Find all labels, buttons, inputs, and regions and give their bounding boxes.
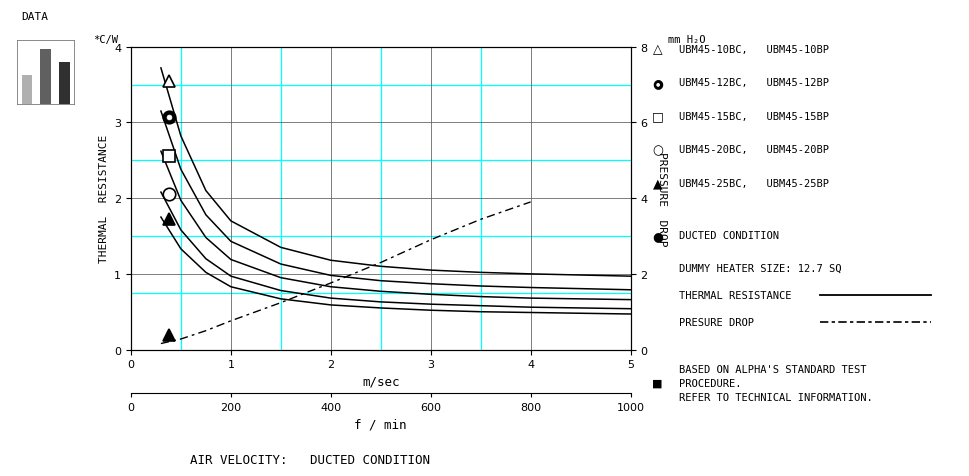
Text: DUMMY HEATER SIZE: 12.7 SQ: DUMMY HEATER SIZE: 12.7 SQ	[678, 263, 841, 273]
Text: AIR VELOCITY:   DUCTED CONDITION: AIR VELOCITY: DUCTED CONDITION	[190, 454, 430, 466]
Text: UBM45-25BC,   UBM45-25BP: UBM45-25BC, UBM45-25BP	[678, 178, 828, 188]
Text: ●: ●	[651, 77, 663, 90]
Y-axis label: THERMAL  RESISTANCE: THERMAL RESISTANCE	[99, 135, 109, 263]
Bar	[59, 63, 70, 105]
X-axis label: f / min: f / min	[354, 417, 407, 430]
Bar	[41, 50, 50, 105]
Text: △: △	[652, 43, 662, 57]
Text: UBM45-10BC,   UBM45-10BP: UBM45-10BC, UBM45-10BP	[678, 45, 828, 55]
Text: ●: ●	[655, 81, 659, 86]
Text: ▲: ▲	[652, 177, 662, 190]
Text: UBM45-15BC,   UBM45-15BP: UBM45-15BC, UBM45-15BP	[678, 112, 828, 121]
Text: UBM45-20BC,   UBM45-20BP: UBM45-20BC, UBM45-20BP	[678, 145, 828, 155]
Text: mm H₂O: mm H₂O	[668, 35, 704, 45]
Text: UBM45-12BC,   UBM45-12BP: UBM45-12BC, UBM45-12BP	[678, 79, 828, 88]
Text: DUCTED CONDITION: DUCTED CONDITION	[678, 231, 778, 240]
Text: THERMAL RESISTANCE: THERMAL RESISTANCE	[678, 290, 791, 300]
X-axis label: m/sec: m/sec	[361, 375, 399, 388]
Text: *C/W: *C/W	[93, 35, 118, 45]
Text: ■: ■	[652, 378, 662, 388]
Text: ●: ●	[651, 229, 663, 242]
Text: DATA: DATA	[21, 12, 48, 22]
Text: BASED ON ALPHA'S STANDARD TEST
PROCEDURE.
REFER TO TECHNICAL INFORMATION.: BASED ON ALPHA'S STANDARD TEST PROCEDURE…	[678, 364, 872, 403]
Text: PRESURE DROP: PRESURE DROP	[678, 317, 753, 327]
Text: □: □	[651, 110, 663, 123]
Y-axis label: PRESSURE  DROP: PRESSURE DROP	[656, 151, 666, 246]
Bar	[21, 76, 32, 105]
Text: ○: ○	[651, 143, 663, 157]
